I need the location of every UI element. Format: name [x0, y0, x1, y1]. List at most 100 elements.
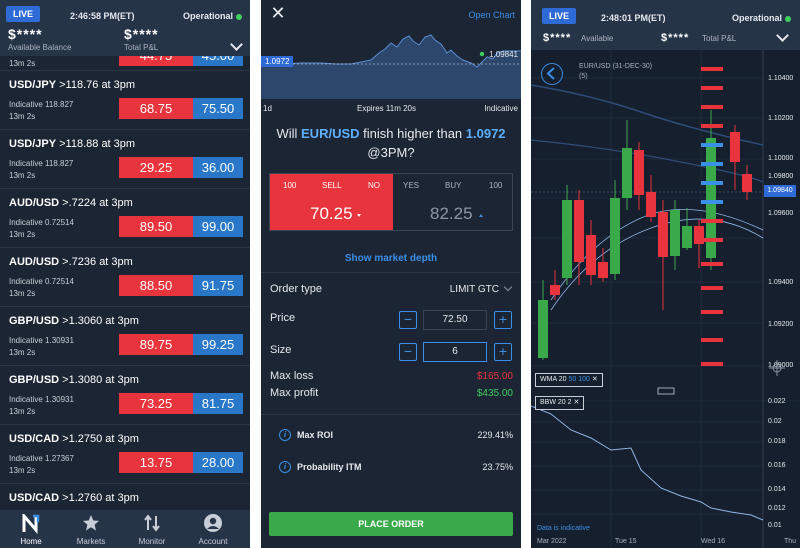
nav-home[interactable]: Home [0, 510, 62, 548]
order-type-select[interactable]: LIMIT GTC [449, 284, 499, 295]
chevron-down-icon[interactable] [503, 282, 513, 292]
y-tick: 0.02 [768, 418, 782, 425]
available-value: $**** [543, 32, 572, 44]
y-tick: 0.012 [768, 505, 786, 512]
buy-price-button[interactable]: 45.00 [193, 56, 243, 66]
current-price-tag: 1.09840 [764, 185, 796, 197]
open-chart-link[interactable]: Open Chart [468, 10, 515, 20]
price-decrement-button[interactable]: − [399, 311, 417, 329]
mini-price-chart [261, 34, 521, 99]
order-panel: ✕ Open Chart 1.0972 1.09841 1d Expires 1… [261, 0, 521, 548]
buy-yes-button[interactable]: YES BUY 100 82.25 [393, 174, 512, 230]
chart-symbol-sub: (5) [579, 73, 588, 80]
order-form: Order type LIMIT GTC Price − 72.50 + Siz… [261, 272, 521, 411]
list-item[interactable]: USD/JPY >118.76 at 3pm Indicative 118.827… [0, 71, 250, 130]
time-remaining: 13m 2s [9, 230, 36, 239]
close-icon[interactable]: ✕ [591, 376, 598, 383]
size-increment-button[interactable]: + [494, 343, 512, 361]
buy-price-button[interactable]: 91.75 [193, 275, 243, 296]
y-tick: 1.10000 [768, 155, 794, 162]
sell-price-button[interactable]: 89.75 [119, 334, 193, 355]
buy-price-button[interactable]: 99.00 [193, 216, 243, 237]
sell-price-button[interactable]: 13.75 [119, 452, 193, 473]
nav-monitor[interactable]: Monitor [121, 510, 183, 548]
list-item[interactable]: 13m 2s 44.75 45.00 [0, 56, 250, 71]
nav-markets[interactable]: Markets [60, 510, 122, 548]
buy-price: 82.25 [430, 204, 473, 223]
list-item[interactable]: USD/JPY >118.88 at 3pm Indicative 118.827… [0, 130, 250, 189]
place-order-button[interactable]: PLACE ORDER [269, 512, 513, 536]
list-item[interactable]: GBP/USD >1.3080 at 3pm Indicative 1.30931… [0, 366, 250, 425]
current-price-label: 1.09841 [489, 50, 518, 59]
sell-price-button[interactable]: 29.25 [119, 157, 193, 178]
info-icon[interactable]: i [279, 461, 291, 473]
list-item[interactable]: GBP/USD >1.3060 at 3pm Indicative 1.30931… [0, 307, 250, 366]
y-tick: 1.09600 [768, 210, 794, 217]
nav-monitor-label: Monitor [138, 537, 166, 546]
swap-arrows-icon [144, 514, 160, 532]
buy-price-button[interactable]: 75.50 [193, 98, 243, 119]
market-symbol: AUD/USD [9, 256, 60, 268]
close-icon[interactable]: ✕ [573, 399, 580, 406]
x-tick: Thu [784, 538, 797, 545]
contract-question: Will EUR/USD finish higher than 1.0972 [261, 126, 521, 141]
list-item[interactable]: AUD/USD >.7236 at 3pm Indicative 0.72514 1… [0, 248, 250, 307]
market-symbol: USD/JPY [9, 79, 57, 91]
price-input[interactable]: 72.50 [423, 310, 487, 330]
time-remaining: 13m 2s [9, 289, 36, 298]
available-label: Available [581, 34, 614, 43]
show-market-depth-link[interactable]: Show market depth [344, 253, 438, 264]
sell-price-button[interactable]: 89.50 [119, 216, 193, 237]
market-list: 13m 2s 44.75 45.00 USD/JPY >118.76 at 3p… [0, 56, 250, 510]
wma-indicator-label[interactable]: WMA 20 50 100 ✕ [535, 373, 603, 387]
nav-account[interactable]: Account [182, 510, 244, 548]
indicative-price: Indicative 1.27367 [9, 454, 74, 463]
live-badge: LIVE [542, 8, 576, 24]
range-label[interactable]: 1d [263, 104, 272, 113]
back-arrow-button[interactable] [541, 63, 563, 85]
y-tick: 0.016 [768, 462, 786, 469]
price-increment-button[interactable]: + [494, 311, 512, 329]
size-input[interactable]: 6 [423, 342, 487, 362]
market-title: GBP/USD >1.3060 at 3pm [9, 315, 139, 327]
sell-price-button[interactable]: 68.75 [119, 98, 193, 119]
y-tick: 1.09800 [768, 173, 794, 180]
info-icon[interactable]: i [279, 429, 291, 441]
buy-price-button[interactable]: 28.00 [193, 452, 243, 473]
market-condition: >.7236 at 3pm [59, 256, 133, 268]
y-tick: 1.09000 [768, 362, 794, 369]
list-item[interactable]: AUD/USD >.7224 at 3pm Indicative 0.72514 1… [0, 189, 250, 248]
max-roi-row: i Max ROI 229.41% [261, 414, 521, 454]
buy-price-button[interactable]: 81.75 [193, 393, 243, 414]
chevron-down-icon[interactable] [776, 29, 789, 42]
buy-price-button[interactable]: 99.25 [193, 334, 243, 355]
no-label: NO [368, 181, 380, 190]
candlestick-chart[interactable] [531, 50, 800, 548]
market-condition: >118.76 at 3pm [56, 79, 136, 91]
time-remaining: 13m 2s [9, 112, 36, 121]
close-icon[interactable]: ✕ [270, 3, 286, 23]
time-remaining: 13m 2s [9, 59, 36, 68]
indicator-param: 20 [557, 399, 566, 406]
sell-price-button[interactable]: 73.25 [119, 393, 193, 414]
list-item[interactable]: USD/CAD >1.2750 at 3pm Indicative 1.27367… [0, 425, 250, 484]
probability-label: Probability ITM [297, 462, 362, 472]
arrow-left-icon [546, 67, 555, 80]
indicator-param: 20 [558, 376, 567, 383]
sell-price-button[interactable]: 44.75 [119, 56, 193, 66]
chevron-down-icon[interactable] [230, 38, 243, 51]
bottom-nav: Home Markets Monitor Account [0, 510, 250, 548]
pnl-label: Total P&L [124, 43, 159, 52]
y-tick: 1.09400 [768, 279, 794, 286]
account-icon [204, 514, 222, 532]
sell-price-button[interactable]: 88.50 [119, 275, 193, 296]
buy-price-button[interactable]: 36.00 [193, 157, 243, 178]
bbw-indicator-label[interactable]: BBW 20 2 ✕ [535, 396, 585, 410]
sell-no-button[interactable]: 100 SELL NO 70.25 [270, 174, 393, 230]
size-decrement-button[interactable]: − [399, 343, 417, 361]
operational-status: Operational [183, 11, 242, 21]
operational-label: Operational [731, 13, 782, 23]
time-remaining: 13m 2s [9, 407, 36, 416]
market-title: USD/CAD >1.2760 at 3pm [9, 492, 139, 504]
